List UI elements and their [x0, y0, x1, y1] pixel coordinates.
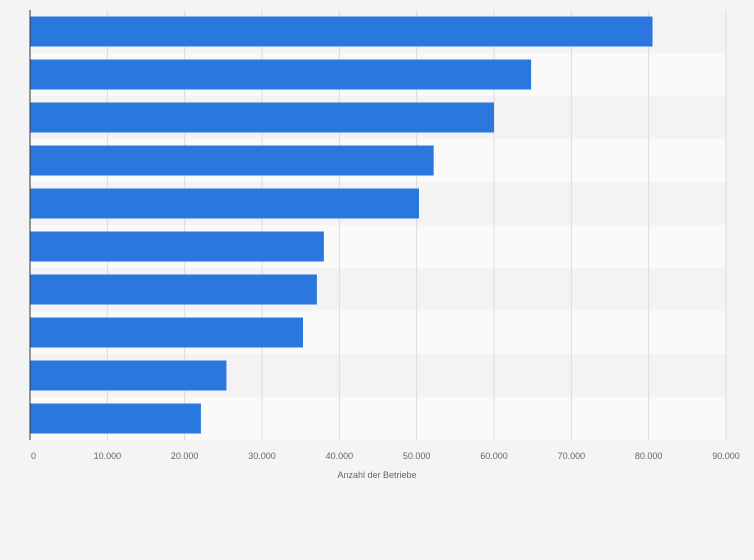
bar-7: [30, 274, 317, 305]
bar-8: [30, 317, 303, 348]
bar-3: [30, 102, 494, 133]
x-tick-label-9: 90.000: [712, 451, 740, 461]
bar-5: [30, 188, 419, 219]
x-tick-label-1: 10.000: [94, 451, 122, 461]
x-axis-title: Anzahl der Betriebe: [337, 470, 416, 480]
bars: [30, 16, 653, 434]
x-tick-label-8: 80.000: [635, 451, 663, 461]
x-axis-ticks: 0 10.000 20.000 30.000 40.000 50.000 60.000 70.…: [31, 451, 740, 461]
bar-10: [30, 403, 201, 434]
x-tick-label-2: 20.000: [171, 451, 199, 461]
x-tick-label-0: 0: [31, 451, 36, 461]
bar-1: [30, 16, 653, 47]
bar-2: [30, 59, 532, 90]
x-tick-label-4: 40.000: [326, 451, 354, 461]
bar-9: [30, 360, 227, 391]
x-tick-label-3: 30.000: [248, 451, 276, 461]
bar-6: [30, 231, 324, 262]
x-tick-label-5: 50.000: [403, 451, 431, 461]
x-tick-label-6: 60.000: [480, 451, 508, 461]
bar-4: [30, 145, 434, 176]
x-tick-label-7: 70.000: [558, 451, 586, 461]
